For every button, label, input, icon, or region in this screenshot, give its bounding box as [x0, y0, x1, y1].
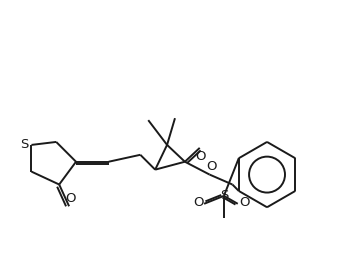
Text: O: O [193, 196, 203, 209]
Text: S: S [220, 189, 228, 202]
Text: O: O [239, 196, 250, 209]
Text: O: O [65, 192, 75, 205]
Text: S: S [20, 138, 29, 151]
Text: O: O [206, 160, 217, 173]
Text: O: O [195, 150, 206, 163]
